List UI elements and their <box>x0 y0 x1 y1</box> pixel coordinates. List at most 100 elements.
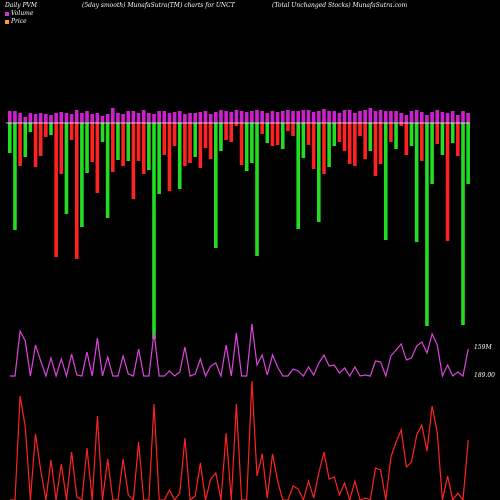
direction-bar <box>54 123 58 257</box>
volume-bar <box>38 113 43 123</box>
volume-bar <box>74 110 79 123</box>
direction-bar <box>234 123 239 126</box>
volume-bar <box>28 113 33 123</box>
volume-bar <box>121 114 125 123</box>
direction-bar <box>203 123 208 148</box>
direction-bar <box>347 123 352 164</box>
direction-bar <box>141 123 146 174</box>
volume-bar <box>105 114 110 123</box>
volume-bar <box>389 111 393 123</box>
direction-bar <box>44 123 48 137</box>
direction-bar <box>404 123 409 155</box>
price-line-label: 189.00 <box>474 372 495 379</box>
volume-bar <box>265 113 270 123</box>
direction-bar <box>224 123 228 140</box>
volume-bar <box>152 114 156 123</box>
direction-bar <box>450 123 455 143</box>
direction-bar <box>95 123 100 193</box>
volume-bar <box>383 111 388 123</box>
direction-bar <box>461 123 465 325</box>
volume-bar <box>100 116 105 123</box>
direction-bar <box>456 123 460 156</box>
volume-bar <box>399 113 403 123</box>
direction-bar <box>198 123 203 168</box>
direction-bar <box>100 123 105 142</box>
direction-bar <box>420 123 424 161</box>
volume-bar <box>430 112 434 123</box>
direction-bar <box>193 123 197 157</box>
direction-bar <box>332 123 337 146</box>
volume-bar <box>33 114 38 123</box>
volume-bar <box>373 111 378 123</box>
volume-bar <box>59 112 64 123</box>
volume-bar <box>311 112 316 123</box>
legend-volume-swatch <box>5 11 9 16</box>
direction-bar <box>301 123 306 158</box>
direction-bar <box>18 123 22 166</box>
volume-bar <box>18 113 22 123</box>
volume-bar <box>13 111 17 123</box>
legend-price-label: Price <box>11 18 27 25</box>
volume-bar <box>198 112 203 123</box>
direction-bar <box>59 123 64 174</box>
direction-bar <box>244 123 249 171</box>
volume-bar <box>301 110 306 123</box>
legend-volume: Volume <box>5 10 33 17</box>
direction-bar <box>85 123 89 173</box>
direction-bar <box>147 123 151 170</box>
direction-bar <box>291 123 295 136</box>
volume-bar <box>425 115 429 123</box>
direction-bar <box>177 123 182 189</box>
volume-bar <box>162 111 167 123</box>
volume-bar <box>440 112 445 123</box>
direction-bar <box>435 123 440 144</box>
volume-bar <box>358 111 362 123</box>
direction-bar <box>327 123 331 167</box>
direction-bar <box>157 123 161 194</box>
direction-bar <box>8 123 12 153</box>
direction-bar <box>383 123 388 240</box>
direction-bar <box>13 123 17 230</box>
volume-bar <box>111 108 115 123</box>
volume-bar <box>69 114 74 123</box>
chart-header-center-right: (Total Unchanged Stocks) MunafaSutra.com <box>272 2 408 9</box>
volume-bar <box>286 110 290 123</box>
volume-bar <box>141 110 146 123</box>
direction-bar <box>430 123 434 184</box>
volume-bar <box>64 113 69 123</box>
direction-bar <box>28 123 33 132</box>
direction-bar <box>353 123 357 166</box>
volume-bar <box>420 112 424 123</box>
volume-bar <box>193 113 197 123</box>
direction-bar <box>275 123 280 145</box>
direction-bar <box>337 123 342 142</box>
direction-bar <box>152 123 156 339</box>
direction-bar <box>311 123 316 169</box>
direction-bar <box>389 123 393 142</box>
volume-bar <box>126 111 131 123</box>
volume-bar <box>183 114 187 123</box>
direction-bar <box>74 123 79 259</box>
direction-bar <box>317 123 321 222</box>
volume-bar <box>234 110 239 123</box>
direction-bar <box>255 123 259 256</box>
direction-bar <box>33 123 38 167</box>
volume-bar <box>80 113 84 123</box>
volume-bar <box>90 114 94 123</box>
direction-bar <box>265 123 270 143</box>
direction-bar <box>342 123 347 151</box>
volume-bar <box>131 111 136 123</box>
volume-bar <box>203 111 208 123</box>
legend-price-swatch <box>5 19 9 24</box>
volume-bar <box>414 110 419 123</box>
volume-bar <box>363 110 367 123</box>
volume-bar <box>136 113 141 123</box>
price-line <box>9 380 469 500</box>
volume-bar <box>306 110 311 123</box>
chart-header-center-left: (5day smooth) MunafaSutra(TM) charts for… <box>82 2 235 9</box>
direction-bar <box>229 123 234 142</box>
direction-bar <box>69 123 74 140</box>
volume-bar <box>157 111 161 123</box>
